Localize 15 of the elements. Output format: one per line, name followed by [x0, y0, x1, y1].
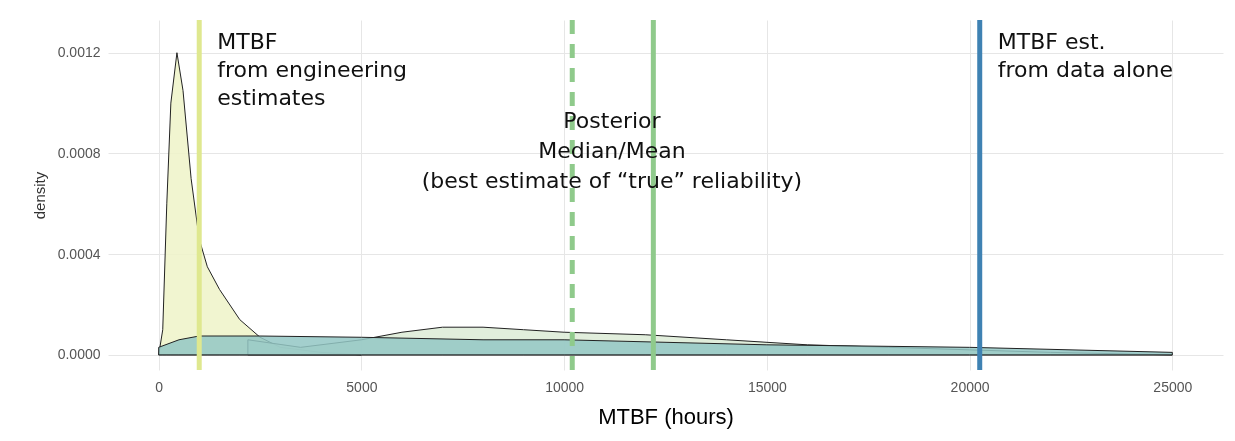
x-axis-title: MTBF (hours)	[598, 403, 734, 429]
y-tick-label: 0.0004	[57, 245, 101, 262]
y-axis-title: density	[30, 171, 48, 220]
annotation: Posterior Median/Mean (best estimate of “true” reliability)	[421, 108, 803, 193]
x-tick-label: 15000	[747, 378, 788, 395]
x-tick-label: 10000	[545, 378, 585, 395]
y-tick-label: 0.0008	[57, 144, 101, 161]
x-tick-label: 0	[155, 378, 164, 395]
ref-line-label: MTBF est. from data alone	[997, 29, 1174, 82]
x-tick-label: 25000	[1153, 378, 1193, 395]
y-tick-label: 0.0012	[57, 44, 101, 61]
x-tick-label: 5000	[346, 378, 378, 395]
ref-line-label: MTBF from engineering estimates	[217, 29, 408, 110]
x-tick-label: 20000	[950, 378, 990, 395]
y-tick-label: 0.0000	[57, 346, 101, 363]
